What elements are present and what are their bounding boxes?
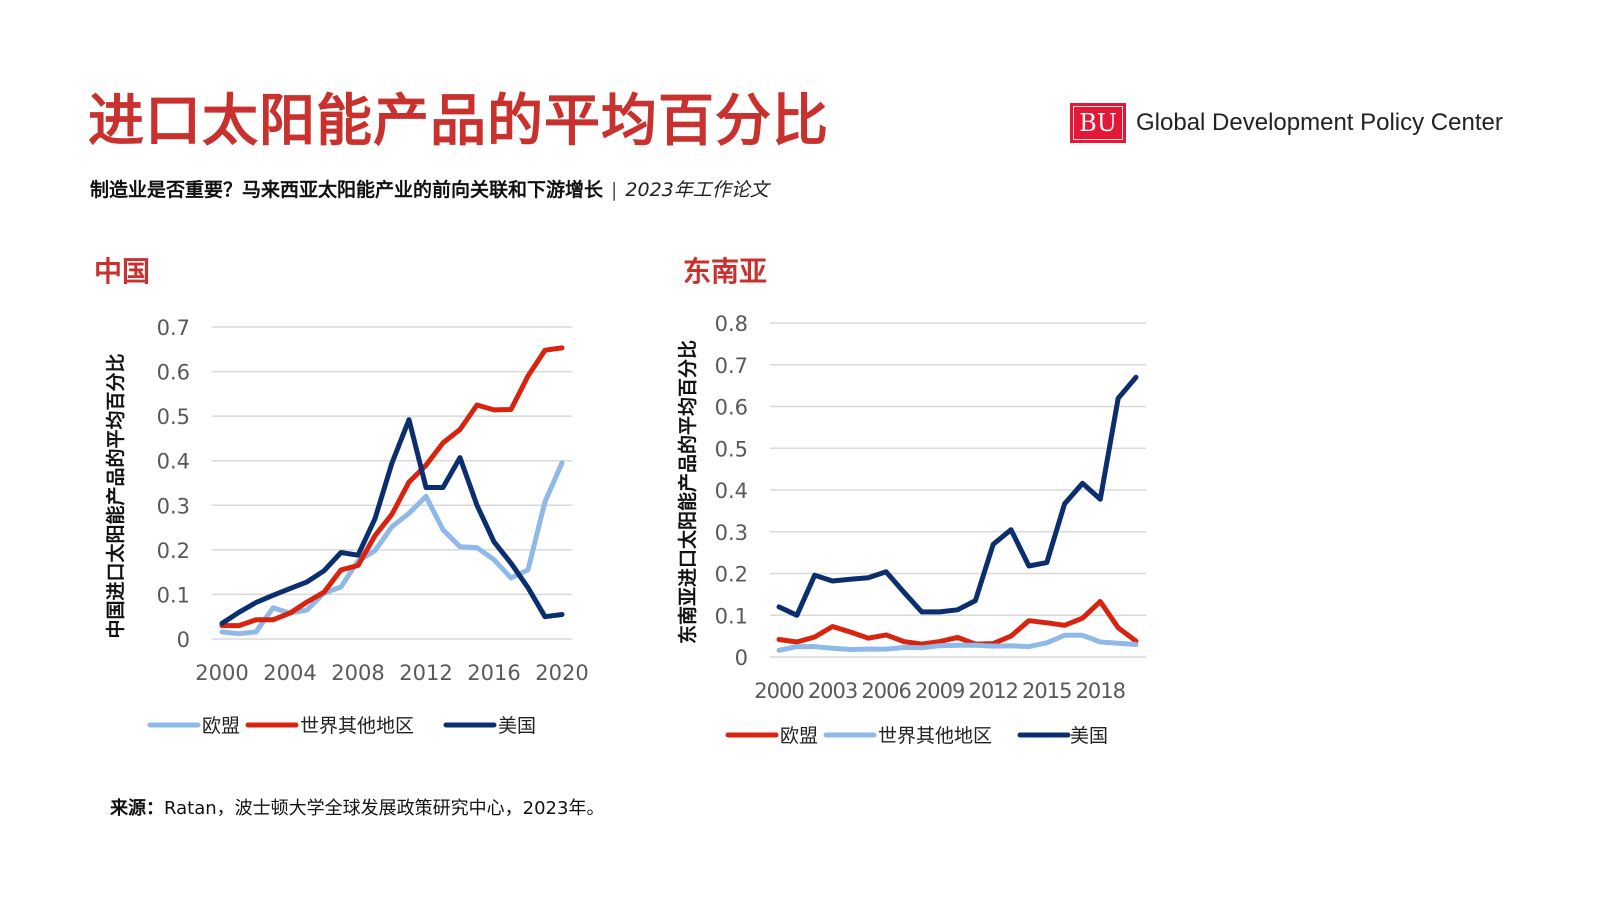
chart-china: 0 0.1 0.2 0.3 0.4 0.5 0.6 0.7 2000 2004 2008 2012 20…: [104, 316, 589, 737]
y-tick-label: 0.3: [157, 494, 190, 518]
x-tick-label: 2018: [1076, 679, 1125, 703]
subtitle: 制造业是否重要？马来西亚太阳能产业的前向关联和下游增长 | 2023年工作论文: [90, 176, 769, 204]
x-tick-label: 2000: [195, 661, 248, 685]
chart-southeast-asia: 0 0.1 0.2 0.3 0.4 0.5 0.6 0.7 0.8 2000 2003 2006 200…: [676, 312, 1146, 747]
x-tick-label: 2008: [331, 661, 384, 685]
series-line-1: [776, 632, 1139, 653]
series-line-2: [219, 417, 565, 626]
x-tick-label: 2015: [1022, 679, 1071, 703]
y-tick-label: 0.6: [157, 361, 190, 385]
y-tick-label: 0.2: [157, 539, 190, 563]
y-axis-label: 中国进口太阳能产品的平均百分比: [104, 353, 127, 638]
source-note: 来源：Ratan，波士顿大学全球发展政策研究中心，2023年。: [110, 794, 604, 820]
y-tick-label: 0.5: [715, 437, 748, 461]
legend-label: 世界其他地区: [300, 715, 414, 737]
x-tick-label: 2012: [399, 661, 452, 685]
legend-label: 欧盟: [202, 715, 240, 737]
legend-label: 欧盟: [780, 725, 818, 747]
y-tick-label: 0.4: [715, 479, 748, 503]
legend-label: 世界其他地区: [878, 725, 992, 747]
section-title-southeast-asia: 东南亚: [683, 255, 768, 288]
x-tick-label: 2004: [263, 661, 316, 685]
source-label: 来源：: [110, 798, 164, 819]
y-tick-label: 0: [735, 646, 748, 670]
x-tick-label: 2016: [467, 661, 520, 685]
subtitle-separator: |: [611, 179, 618, 201]
series-line-0: [219, 460, 565, 637]
y-tick-label: 0.3: [715, 521, 748, 545]
page-title: 进口太阳能产品的平均百分比: [88, 89, 829, 154]
y-tick-label: 0: [177, 628, 190, 652]
y-tick-label: 0.2: [715, 563, 748, 587]
paper-title: 制造业是否重要？马来西亚太阳能产业的前向关联和下游增长: [90, 179, 604, 201]
x-tick-label: 2012: [968, 679, 1017, 703]
bu-gdp-logo: BU Global Development Policy Center: [1070, 103, 1503, 143]
y-axis-label: 东南亚进口太阳能产品的平均百分比: [676, 340, 699, 644]
legend-label: 美国: [498, 715, 536, 737]
legend-label: 美国: [1070, 725, 1108, 747]
x-tick-label: 2009: [915, 679, 964, 703]
y-tick-label: 0.4: [157, 450, 190, 474]
x-tick-label: 2003: [808, 679, 857, 703]
y-tick-label: 0.7: [715, 354, 748, 378]
source-text: Ratan，波士顿大学全球发展政策研究中心，2023年。: [164, 798, 605, 819]
series-line-2: [776, 374, 1139, 618]
y-tick-label: 0.7: [157, 316, 190, 340]
section-title-china: 中国: [94, 255, 151, 288]
x-tick-label: 2020: [535, 661, 588, 685]
bu-logo-mark: BU: [1070, 103, 1126, 143]
y-tick-label: 0.8: [715, 312, 748, 336]
y-tick-label: 0.6: [715, 396, 748, 420]
y-tick-label: 0.1: [157, 583, 190, 607]
x-tick-label: 2000: [754, 679, 803, 703]
x-tick-label: 2006: [861, 679, 911, 703]
y-tick-label: 0.5: [157, 405, 190, 429]
series-line-1: [219, 345, 565, 629]
logo-text: Global Development Policy Center: [1136, 109, 1503, 136]
series-line-0: [776, 599, 1139, 647]
paper-type: 2023年工作论文: [625, 179, 769, 201]
y-tick-label: 0.1: [715, 604, 748, 628]
